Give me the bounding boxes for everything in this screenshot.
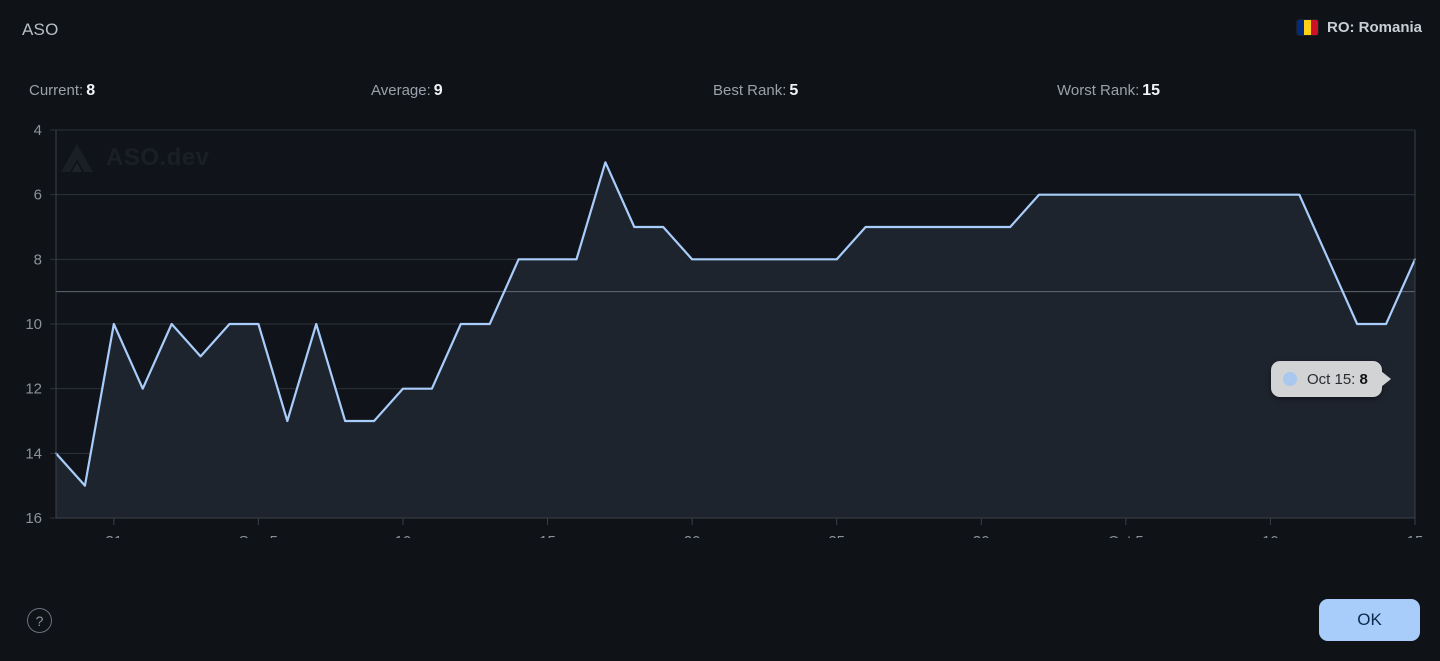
svg-text:10: 10 bbox=[25, 316, 42, 333]
svg-text:6: 6 bbox=[34, 187, 42, 204]
stat-worst-rank: Worst Rank: 15 bbox=[1057, 82, 1160, 100]
svg-text:16: 16 bbox=[25, 510, 42, 527]
stat-current-label: Current: bbox=[29, 82, 84, 99]
stat-best-label: Best Rank: bbox=[713, 82, 787, 99]
tooltip-label: Oct 15: bbox=[1307, 370, 1356, 388]
svg-text:Oct 5: Oct 5 bbox=[1108, 533, 1144, 538]
stat-current-value: 8 bbox=[86, 82, 96, 99]
stat-worst-label: Worst Rank: bbox=[1057, 82, 1140, 99]
dialog-footer: ? OK bbox=[0, 573, 1440, 661]
country-selector[interactable]: RO: Romania bbox=[1296, 19, 1422, 36]
rank-chart-svg: 4 6 8 10 12 14 16 31 Sep 5 10 15 20 25 30 Oct 5 10 15 bbox=[25, 122, 1424, 538]
svg-text:15: 15 bbox=[1407, 533, 1424, 538]
svg-text:31: 31 bbox=[105, 533, 122, 538]
svg-text:12: 12 bbox=[25, 381, 42, 398]
stat-average: Average: 9 bbox=[371, 82, 443, 100]
svg-text:10: 10 bbox=[395, 533, 412, 538]
stat-average-value: 9 bbox=[433, 82, 443, 99]
svg-text:15: 15 bbox=[539, 533, 556, 538]
stats-row: Current: 8 Average: 9 Best Rank: 5 Worst Ra… bbox=[0, 82, 1440, 110]
svg-text:10: 10 bbox=[1262, 533, 1279, 538]
ok-button[interactable]: OK bbox=[1319, 599, 1420, 641]
stat-average-label: Average: bbox=[371, 82, 431, 99]
rank-chart[interactable]: 4681012141631Sep 51015202530Oct 51015 AS… bbox=[0, 118, 1440, 538]
stat-best-value: 5 bbox=[789, 82, 799, 99]
tooltip-text: Oct 15: 8 bbox=[1307, 371, 1368, 388]
stat-worst-value: 15 bbox=[1142, 82, 1161, 99]
svg-text:20: 20 bbox=[684, 533, 701, 538]
chart-tooltip: Oct 15: 8 bbox=[1271, 361, 1391, 397]
svg-text:25: 25 bbox=[828, 533, 845, 538]
country-label: RO: Romania bbox=[1326, 19, 1422, 36]
svg-text:14: 14 bbox=[25, 445, 42, 462]
svg-text:30: 30 bbox=[973, 533, 990, 538]
help-glyph: ? bbox=[35, 612, 44, 629]
tooltip-arrow-icon bbox=[1380, 371, 1391, 387]
svg-text:8: 8 bbox=[34, 251, 42, 268]
svg-text:Sep 5: Sep 5 bbox=[239, 533, 278, 538]
series-dot-icon bbox=[1283, 372, 1297, 386]
tooltip-value: 8 bbox=[1359, 370, 1368, 388]
svg-text:4: 4 bbox=[34, 122, 42, 139]
stat-best-rank: Best Rank: 5 bbox=[713, 82, 798, 100]
stat-current: Current: 8 bbox=[29, 82, 95, 100]
romania-flag-icon bbox=[1296, 20, 1318, 35]
dialog-header: ASO RO: Romania bbox=[0, 0, 1440, 62]
question-mark-circle-icon[interactable]: ? bbox=[27, 608, 52, 633]
page-title: ASO bbox=[22, 20, 59, 39]
